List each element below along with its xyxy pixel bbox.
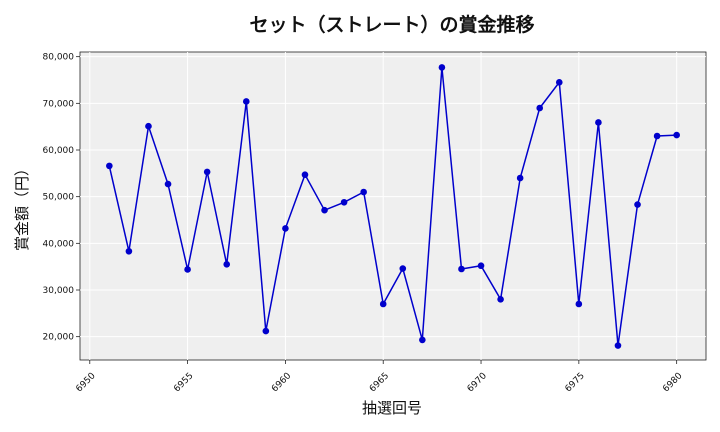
data-point [203, 168, 211, 176]
plot-area [79, 51, 707, 361]
series [106, 64, 680, 349]
x-tick-label: 6965 [368, 371, 391, 394]
chart-title: セット（ストレート）の賞金推移 [249, 13, 534, 36]
data-point [477, 262, 485, 270]
data-point [145, 122, 152, 130]
x-tick-label: 6955 [172, 371, 195, 394]
x-tick-label: 6960 [270, 371, 293, 394]
data-point [125, 247, 133, 255]
y-tick-label: 40,000 [43, 239, 75, 249]
data-point [555, 79, 563, 86]
y-tick-label: 80,000 [43, 53, 75, 63]
data-point [614, 342, 622, 349]
y-tick-label: 30,000 [43, 286, 75, 296]
x-axis-label: 抽選回号 [362, 399, 422, 417]
data-point [497, 296, 504, 303]
data-point [282, 225, 289, 232]
data-point [340, 198, 348, 206]
y-tick-label: 50,000 [43, 193, 75, 203]
data-point [458, 265, 465, 273]
data-point [399, 265, 407, 272]
data-point [106, 162, 113, 170]
data-point [516, 174, 524, 182]
data-point [242, 98, 250, 105]
data-point [379, 300, 387, 308]
data-point [536, 104, 544, 112]
data-point [360, 188, 367, 196]
data-point [438, 64, 446, 71]
data-point [262, 327, 270, 335]
y-tick-label: 60,000 [43, 146, 75, 156]
data-point [164, 180, 172, 188]
data-point [653, 132, 661, 140]
data-point [321, 206, 328, 214]
grid [80, 52, 706, 360]
y-tick-label: 70,000 [43, 99, 75, 109]
series-line [108, 67, 677, 346]
data-point [673, 131, 680, 139]
data-point [575, 300, 583, 308]
data-point [595, 119, 602, 126]
y-tick-label: 20,000 [43, 333, 75, 343]
data-point [634, 201, 641, 208]
y-axis-label: 賞金額（円） [13, 161, 31, 251]
data-point [301, 171, 309, 179]
data-point [419, 336, 426, 344]
x-tick-label: 6950 [74, 371, 97, 394]
data-point [184, 266, 191, 273]
x-tick-label: 6970 [466, 371, 489, 394]
x-tick-label: 6975 [564, 371, 587, 394]
x-tick-label: 6980 [661, 371, 684, 394]
x-axis: 6950 6955 6960 6965 6970 6975 6980 [74, 360, 685, 394]
data-point [223, 261, 231, 268]
y-axis: 20,000 30,000 40,000 50,000 60,000 70,000 80,0… [43, 53, 80, 343]
